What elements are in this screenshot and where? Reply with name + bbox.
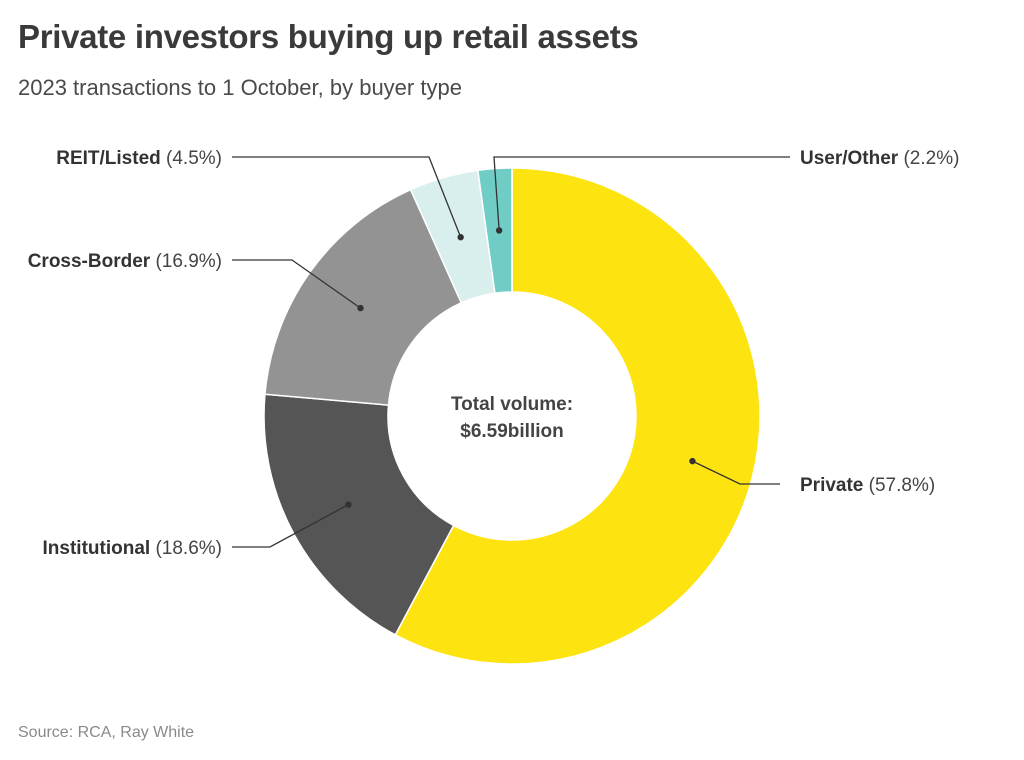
leader-line: [493, 156, 790, 231]
source-note: Source: RCA, Ray White: [18, 724, 195, 741]
slice-label-user-other: User/Other (2.2%): [800, 148, 959, 169]
chart-subtitle: 2023 transactions to 1 October, by buyer…: [18, 75, 462, 100]
leader-line: [232, 156, 462, 238]
slice-cross-border: [264, 188, 463, 406]
slice-private: [394, 167, 761, 665]
slice-label-percent: (16.9%): [150, 251, 222, 272]
leader-line: [232, 259, 361, 309]
slice-label-name: Private: [800, 475, 863, 496]
slice-label-name: Institutional: [43, 538, 151, 559]
slice-labels: Private (57.8%) Institutional (18.6%) Cros…: [28, 148, 960, 559]
leader-lines: [232, 156, 790, 548]
slice-institutional: [263, 393, 455, 636]
slice-label-cross-border: Cross-Border (16.9%): [28, 251, 222, 272]
donut-slices: [263, 167, 761, 665]
slice-label-percent: (2.2%): [898, 148, 959, 169]
slice-label-percent: (57.8%): [863, 475, 935, 496]
leader-line: [692, 460, 780, 485]
leader-line: [232, 504, 349, 548]
leader-dot: [689, 457, 696, 465]
slice-label-name: Cross-Border: [28, 251, 151, 272]
chart-title: Private investors buying up retail asset…: [18, 18, 639, 55]
slice-label-reit-listed: REIT/Listed (4.5%): [56, 148, 222, 169]
slice-label-percent: (18.6%): [150, 538, 222, 559]
center-label-line-2: $6.59billion: [460, 421, 563, 442]
slice-label-institutional: Institutional (18.6%): [43, 538, 222, 559]
slice-label-private: Private (57.8%): [800, 475, 935, 496]
slice-user-other: [476, 167, 513, 295]
slice-label-percent: (4.5%): [161, 148, 222, 169]
slice-label-name: User/Other: [800, 148, 899, 169]
slice-label-name: REIT/Listed: [56, 148, 161, 169]
center-label-line-1: Total volume:: [451, 394, 573, 415]
